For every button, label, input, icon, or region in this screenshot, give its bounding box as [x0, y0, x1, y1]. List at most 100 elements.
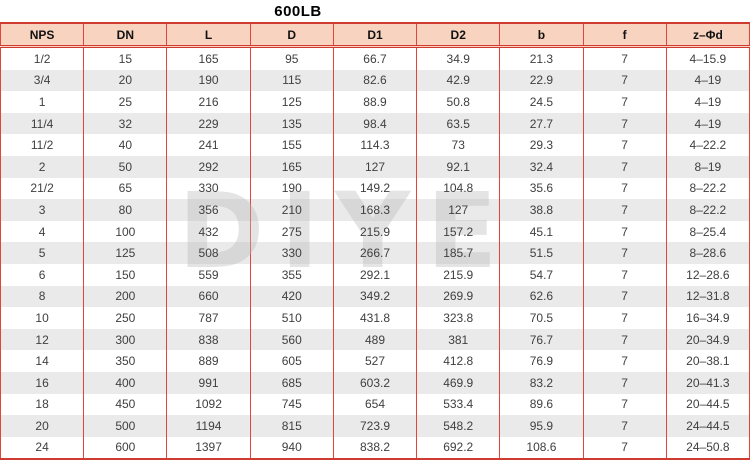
table-cell: 25 [83, 91, 168, 113]
table-cell: 4–19 [665, 69, 750, 92]
table-cell: 7 [582, 112, 667, 135]
table-cell: 323.8 [416, 307, 501, 329]
table-cell: 215.9 [332, 220, 418, 243]
table-cell: 603.2 [332, 371, 418, 394]
table-cell: 98.4 [332, 112, 418, 135]
table-cell: 104.8 [416, 177, 501, 200]
table-cell: 45.1 [499, 220, 584, 243]
table-cell: 16 [0, 371, 85, 394]
table-cell: 431.8 [332, 307, 418, 329]
table-cell: 76.7 [499, 328, 584, 351]
column-header: D [249, 22, 334, 48]
table-cell: 27.7 [499, 112, 584, 135]
table-cell: 83.2 [499, 371, 584, 394]
table-cell: 548.2 [416, 415, 501, 437]
table-cell: 22.9 [499, 69, 584, 92]
table-cell: 12–31.8 [665, 285, 750, 308]
table-cell: 8–25.4 [665, 220, 750, 243]
table-cell: 241 [166, 134, 251, 156]
table-cell: 88.9 [332, 91, 418, 113]
table-cell: 2 [0, 155, 85, 178]
table-cell: 32 [83, 112, 168, 135]
table-row: 3/4 20 190 115 82.6 42.9 22.9 7 4–19 [0, 69, 750, 92]
table-cell: 12 [0, 328, 85, 351]
table-cell: 510 [249, 307, 334, 329]
table-cell: 185.7 [416, 242, 501, 264]
table-cell: 92.1 [416, 155, 501, 178]
table-cell: 692.2 [416, 436, 501, 461]
column-header: f [582, 22, 667, 48]
table-cell: 889 [166, 350, 251, 372]
table-cell: 355 [249, 263, 334, 286]
column-header: z–Φd [665, 22, 750, 48]
table-cell: 20–34.9 [665, 328, 750, 351]
table-cell: 7 [582, 263, 667, 286]
table-cell: 7 [582, 393, 667, 416]
table-cell: 991 [166, 371, 251, 394]
table-cell: 7 [582, 46, 667, 70]
table-row: 4 100 432 275 215.9 157.2 45.1 7 8–25.4 [0, 220, 750, 243]
table-cell: 815 [249, 415, 334, 437]
table-cell: 7 [582, 155, 667, 178]
table-cell: 150 [83, 263, 168, 286]
table-cell: 95.9 [499, 415, 584, 437]
table-cell: 1397 [166, 436, 251, 461]
table-cell: 24–44.5 [665, 415, 750, 437]
table-cell: 508 [166, 242, 251, 264]
column-header: L [166, 22, 251, 48]
table-cell: 50 [83, 155, 168, 178]
table-cell: 20–38.1 [665, 350, 750, 372]
table-cell: 660 [166, 285, 251, 308]
table-cell: 292 [166, 155, 251, 178]
table-cell: 330 [249, 242, 334, 264]
table-cell: 157.2 [416, 220, 501, 243]
table-head: NPS DN L D D1 D2 b f z–Φd [0, 22, 750, 48]
table-cell: 24 [0, 436, 85, 461]
table-cell: 8 [0, 285, 85, 308]
table-cell: 4–15.9 [665, 46, 750, 70]
table-cell: 4 [0, 220, 85, 243]
table-cell: 560 [249, 328, 334, 351]
table-cell: 7 [582, 177, 667, 200]
table-cell: 10 [0, 307, 85, 329]
table-cell: 250 [83, 307, 168, 329]
table-cell: 350 [83, 350, 168, 372]
table-cell: 412.8 [416, 350, 501, 372]
table-cell: 7 [582, 134, 667, 156]
column-header: b [499, 22, 584, 48]
column-header: NPS [0, 22, 85, 48]
table-cell: 229 [166, 112, 251, 135]
table-cell: 745 [249, 393, 334, 416]
table-cell: 200 [83, 285, 168, 308]
table-cell: 62.6 [499, 285, 584, 308]
table-cell: 4–22.2 [665, 134, 750, 156]
table-cell: 125 [83, 242, 168, 264]
table-cell: 7 [582, 220, 667, 243]
table-wrap: NPS DN L D D1 D2 b f z–Φd 1/2 15 165 95 66.7 34.9 21.3… [0, 22, 750, 461]
table-cell: 559 [166, 263, 251, 286]
table-cell: 4–19 [665, 91, 750, 113]
table-cell: 432 [166, 220, 251, 243]
table-cell: 115 [249, 69, 334, 92]
table-cell: 42.9 [416, 69, 501, 92]
table-cell: 100 [83, 220, 168, 243]
table-cell: 940 [249, 436, 334, 461]
table-cell: 269.9 [416, 285, 501, 308]
table-cell: 300 [83, 328, 168, 351]
column-header: DN [83, 22, 168, 48]
table-cell: 7 [582, 91, 667, 113]
table-cell: 38.8 [499, 199, 584, 221]
table-row: 1/2 15 165 95 66.7 34.9 21.3 7 4–15.9 [0, 46, 750, 70]
table-cell: 7 [582, 350, 667, 372]
table-cell: 190 [249, 177, 334, 200]
table-cell: 356 [166, 199, 251, 221]
table-cell: 1092 [166, 393, 251, 416]
table-cell: 1/2 [0, 46, 85, 70]
table-row: 2 50 292 165 127 92.1 32.4 7 8–19 [0, 155, 750, 178]
table-cell: 489 [332, 328, 418, 351]
table-row: 5 125 508 330 266.7 185.7 51.5 7 8–28.6 [0, 242, 750, 264]
table-row: 16 400 991 685 603.2 469.9 83.2 7 20–41.3 [0, 371, 750, 394]
table-cell: 20–44.5 [665, 393, 750, 416]
table-cell: 7 [582, 307, 667, 329]
table-cell: 654 [332, 393, 418, 416]
